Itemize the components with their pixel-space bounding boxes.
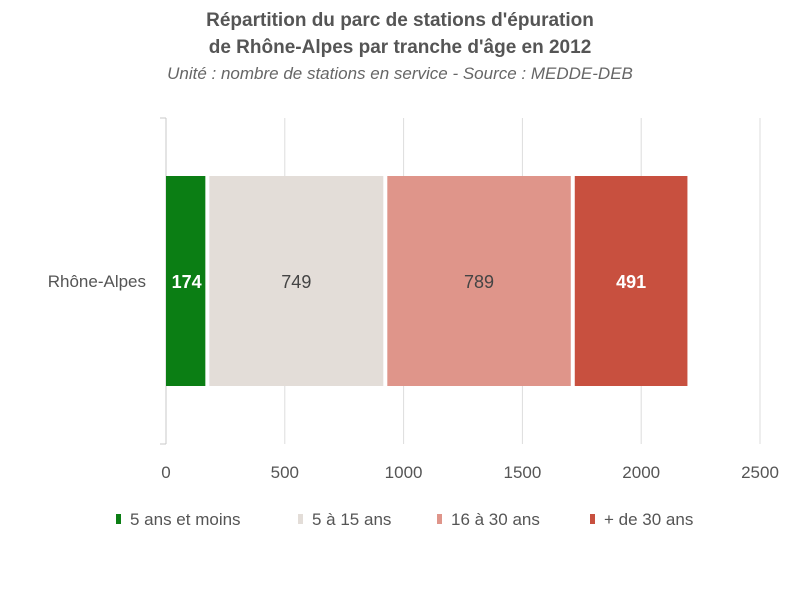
legend-swatch <box>590 514 595 524</box>
x-tick-labels: 0 500 1000 1500 2000 2500 <box>161 463 779 482</box>
bar-segment <box>166 176 206 386</box>
x-tick-label: 2000 <box>622 463 660 482</box>
x-tick-label: 1500 <box>503 463 541 482</box>
legend: 5 ans et moins 5 à 15 ans 16 à 30 ans + de … <box>116 510 693 529</box>
legend-label: + de 30 ans <box>604 510 693 529</box>
bar-value-label: 491 <box>616 272 646 292</box>
bar-layer: 174 749 789 491 <box>166 176 688 386</box>
legend-label: 16 à 30 ans <box>451 510 540 529</box>
legend-label: 5 ans et moins <box>130 510 241 529</box>
bar-segment <box>209 176 384 386</box>
bar-segment <box>574 176 688 386</box>
x-tick-label: 2500 <box>741 463 779 482</box>
legend-swatch <box>298 514 303 524</box>
y-tick-labels: Rhône-Alpes <box>48 272 146 291</box>
x-tick-label: 0 <box>161 463 170 482</box>
bar-segment <box>387 176 571 386</box>
category-label: Rhône-Alpes <box>48 272 146 291</box>
legend-swatch <box>116 514 121 524</box>
bar-value-label: 174 <box>172 272 202 292</box>
chart-title-line-2: de Rhône-Alpes par tranche d'âge en 2012 <box>208 37 592 58</box>
axis-layer <box>160 117 167 445</box>
x-tick-label: 500 <box>271 463 299 482</box>
bar-value-label: 789 <box>464 272 494 292</box>
legend-swatch <box>437 514 442 524</box>
x-tick-label: 1000 <box>385 463 423 482</box>
bar-value-label: 749 <box>281 272 311 292</box>
legend-label: 5 à 15 ans <box>312 510 391 529</box>
chart-subtitle: Unité : nombre de stations en service - … <box>167 64 633 83</box>
chart-title-line-1: Répartition du parc de stations d'épurat… <box>206 10 594 31</box>
